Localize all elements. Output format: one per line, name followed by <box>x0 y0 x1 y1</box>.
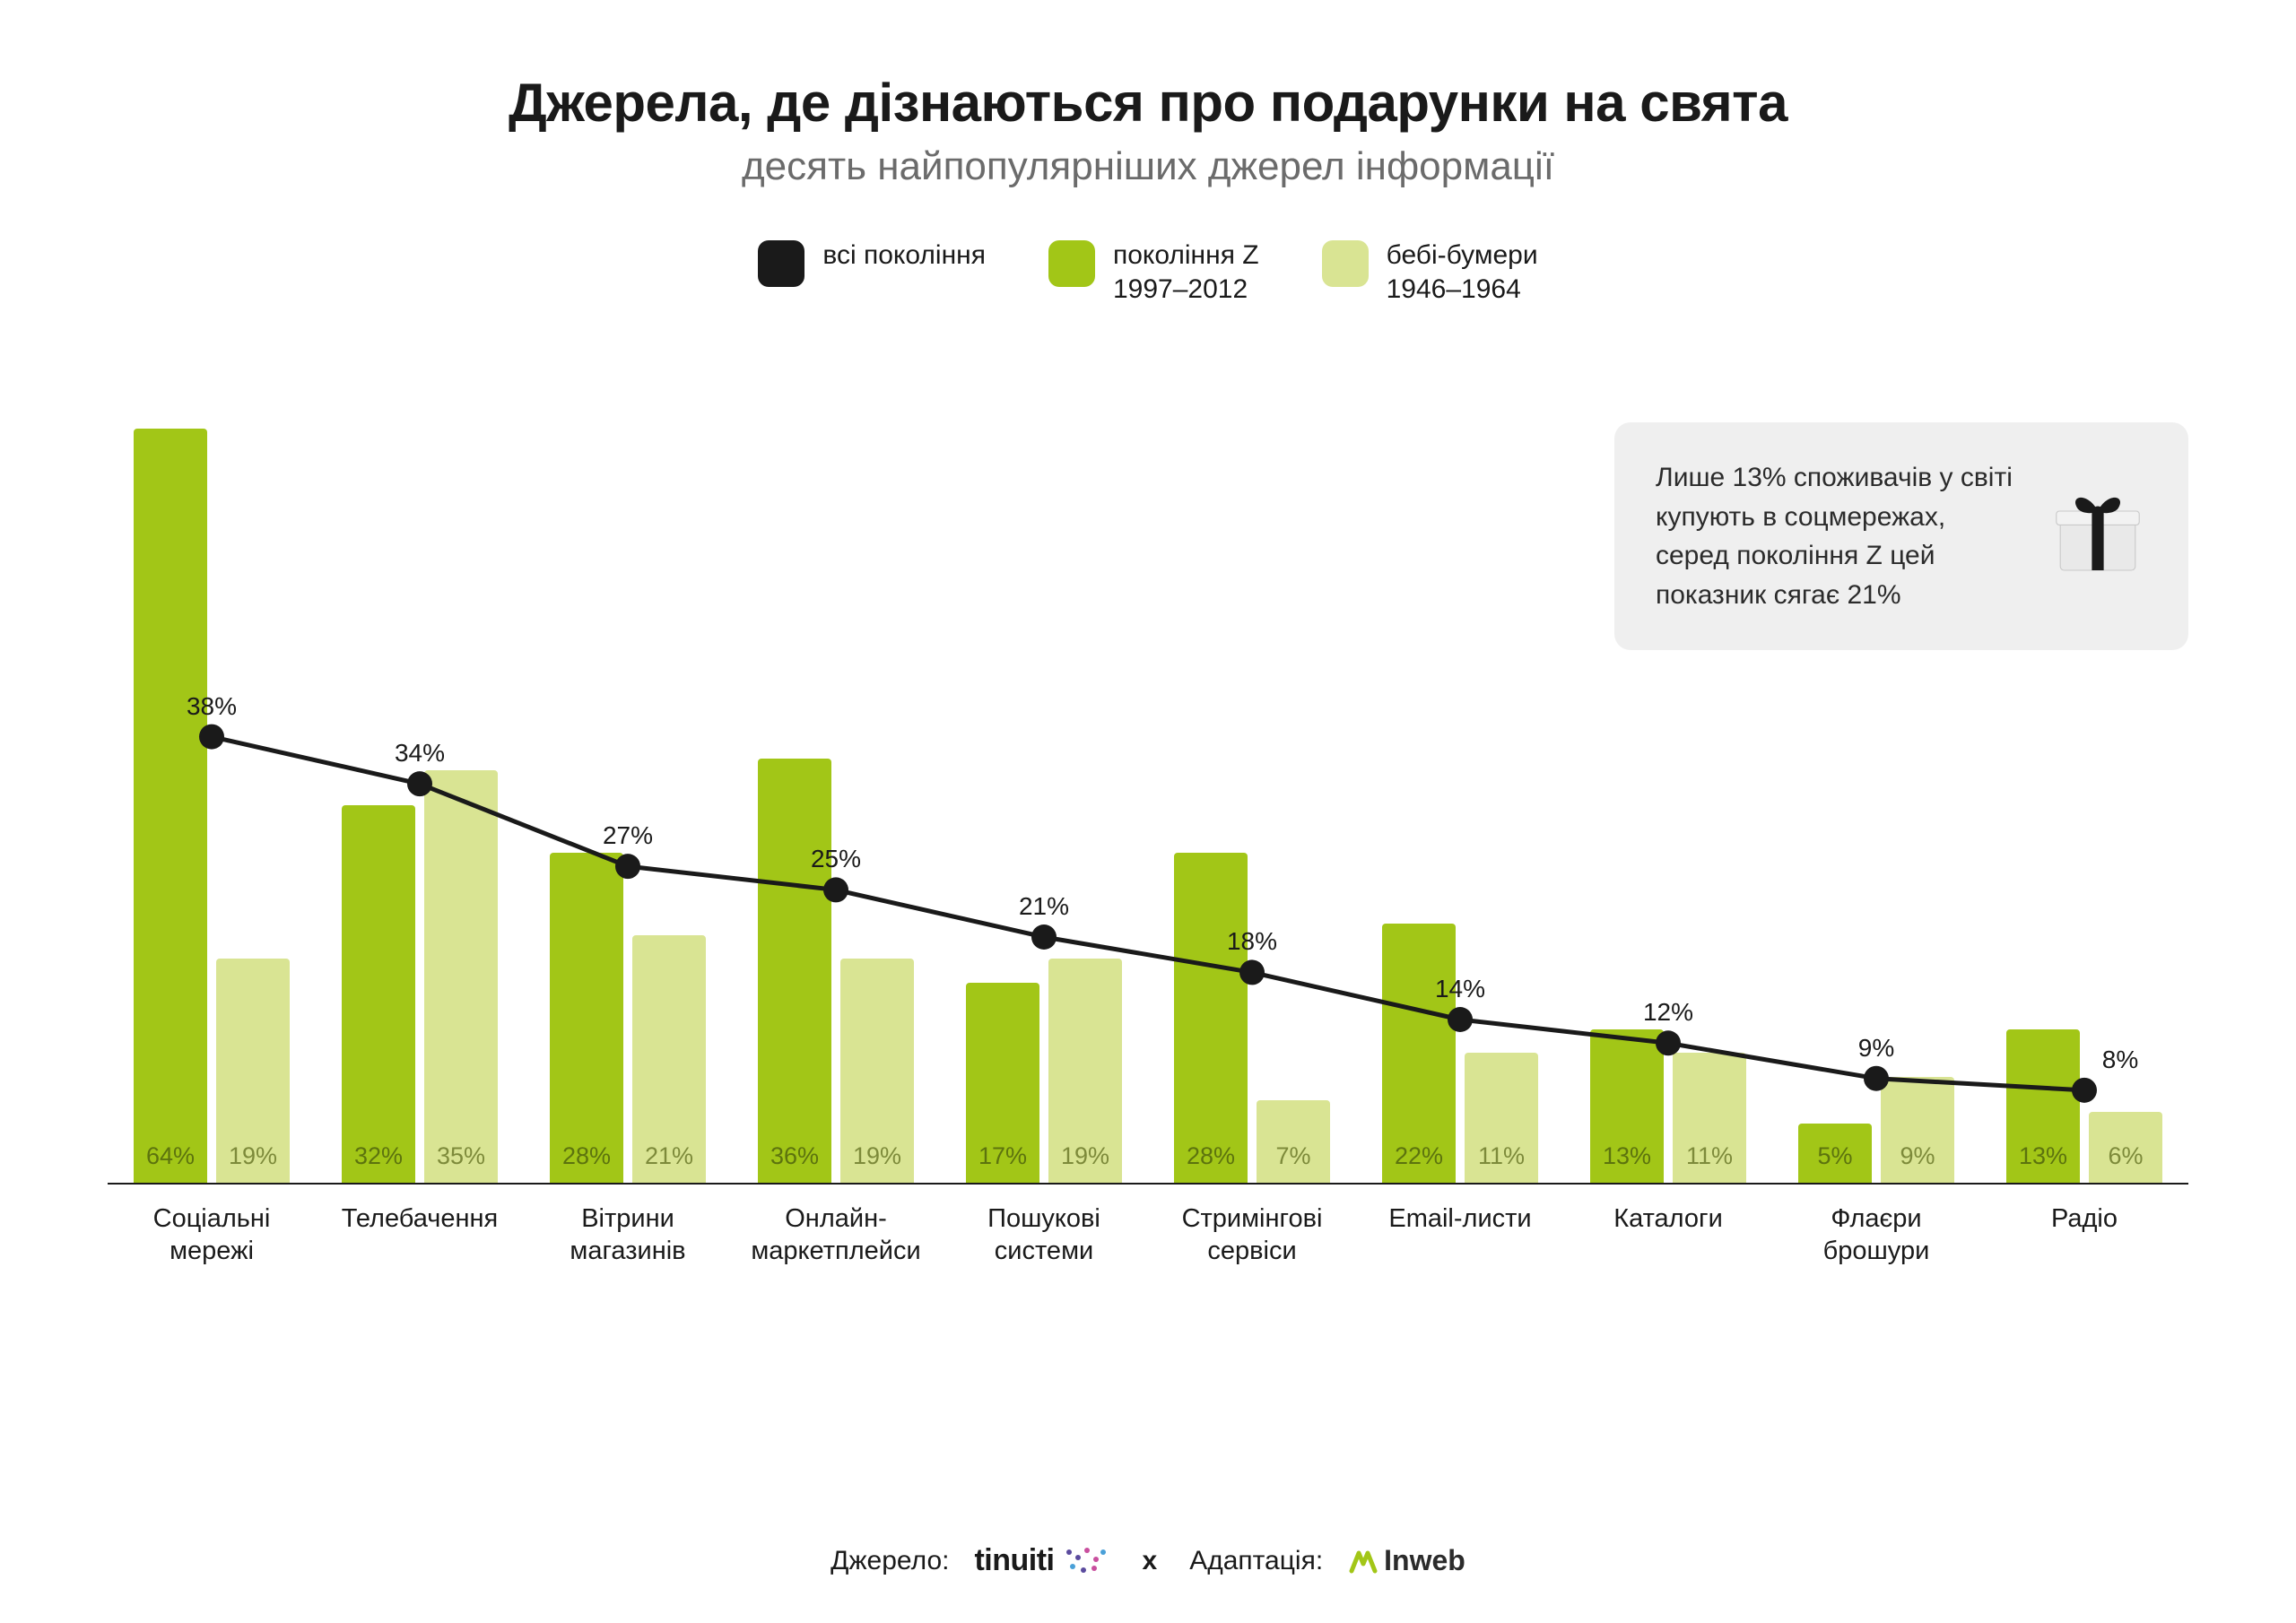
legend-item-boom: бебі-бумери 1946–1964 <box>1322 239 1538 306</box>
chart-subtitle: десять найпопулярніших джерел інформації <box>108 144 2188 189</box>
bar-boom: 19% <box>216 959 290 1183</box>
line-value: 27% <box>603 821 653 850</box>
bar-genz: 17% <box>966 983 1039 1183</box>
bar-value-genz: 13% <box>1590 1142 1664 1170</box>
line-value: 8% <box>2102 1046 2138 1074</box>
bar-genz: 22% <box>1382 924 1456 1183</box>
footer: Джерело: tinuiti x Адаптація: Inweb <box>0 1543 2296 1578</box>
x-axis-label: Каталоги <box>1564 1202 1772 1268</box>
bar-boom: 6% <box>2089 1112 2162 1183</box>
bar-value-genz: 17% <box>966 1142 1039 1170</box>
bar-value-boom: 9% <box>1881 1142 1954 1170</box>
bar-value-genz: 5% <box>1798 1142 1872 1170</box>
x-axis-label: Стримінговісервіси <box>1148 1202 1356 1268</box>
bar-value-genz: 28% <box>550 1142 623 1170</box>
bar-group: 28% 7% <box>1148 360 1356 1183</box>
bar-genz: 13% <box>1590 1029 1664 1183</box>
tinuiti-dots-icon <box>1060 1545 1110 1577</box>
bar-genz: 32% <box>342 805 415 1183</box>
x-axis-label: Флаєриброшури <box>1772 1202 1980 1268</box>
legend-swatch-genz <box>1048 240 1095 287</box>
bar-genz: 13% <box>2006 1029 2080 1183</box>
legend-item-genz: покоління Z 1997–2012 <box>1048 239 1259 306</box>
bar-genz: 28% <box>1174 853 1248 1183</box>
bar-value-boom: 19% <box>216 1142 290 1170</box>
bar-group: 28% 21% <box>524 360 732 1183</box>
inweb-logo-icon <box>1348 1546 1378 1576</box>
brand-inweb: Inweb <box>1348 1544 1465 1577</box>
bar-boom: 11% <box>1673 1053 1746 1183</box>
legend-item-all: всі покоління <box>758 239 986 306</box>
bar-value-boom: 7% <box>1257 1142 1330 1170</box>
callout-box: Лише 13% споживачів у світі купують в со… <box>1614 422 2188 650</box>
bar-value-boom: 35% <box>424 1142 498 1170</box>
bar-group: 36% 19% <box>732 360 940 1183</box>
line-value: 14% <box>1435 975 1485 1003</box>
callout-text: Лише 13% споживачів у світі купують в со… <box>1656 458 2023 614</box>
x-axis-label: Пошуковісистеми <box>940 1202 1148 1268</box>
bar-value-boom: 19% <box>840 1142 914 1170</box>
legend-label-genz: покоління Z <box>1113 240 1259 270</box>
x-axis-label: Онлайн-маркетплейси <box>732 1202 940 1268</box>
line-value: 18% <box>1227 927 1277 956</box>
footer-adapt-label: Адаптація: <box>1189 1546 1323 1576</box>
bar-boom: 35% <box>424 770 498 1183</box>
bar-value-genz: 32% <box>342 1142 415 1170</box>
bar-value-boom: 19% <box>1048 1142 1122 1170</box>
legend: всі покоління покоління Z 1997–2012 бебі… <box>108 239 2188 306</box>
bar-group: 64% 19% <box>108 360 316 1183</box>
legend-label-all: всі покоління <box>822 240 986 270</box>
bar-value-genz: 28% <box>1174 1142 1248 1170</box>
bar-value-boom: 11% <box>1673 1142 1746 1170</box>
legend-swatch-all <box>758 240 804 287</box>
bar-group: 17% 19% <box>940 360 1148 1183</box>
bar-value-genz: 64% <box>134 1142 207 1170</box>
chart: 64% 19% 32% 35% 28% 21% 36% 19% 17% 19% 28% 7% 22% 11… <box>108 360 2188 1310</box>
bar-genz: 28% <box>550 853 623 1183</box>
legend-swatch-boom <box>1322 240 1369 287</box>
bar-boom: 19% <box>840 959 914 1183</box>
gift-icon <box>2048 482 2147 592</box>
x-axis-label: Вітринимагазинів <box>524 1202 732 1268</box>
bar-boom: 21% <box>632 935 706 1183</box>
bar-boom: 19% <box>1048 959 1122 1183</box>
brand-tinuiti: tinuiti <box>974 1543 1109 1578</box>
footer-separator: x <box>1143 1546 1158 1576</box>
legend-sublabel-genz: 1997–2012 <box>1113 273 1259 307</box>
x-axis-label: Телебачення <box>316 1202 524 1268</box>
x-axis-label: Email-листи <box>1356 1202 1564 1268</box>
bar-genz: 36% <box>758 759 831 1183</box>
bar-value-genz: 36% <box>758 1142 831 1170</box>
bar-value-boom: 11% <box>1465 1142 1538 1170</box>
line-value: 25% <box>811 845 861 873</box>
bar-boom: 9% <box>1881 1077 1954 1183</box>
line-value: 38% <box>187 692 237 721</box>
bar-genz: 5% <box>1798 1124 1872 1183</box>
x-axis-label: Соціальнімережі <box>108 1202 316 1268</box>
bar-value-boom: 6% <box>2089 1142 2162 1170</box>
bar-boom: 7% <box>1257 1100 1330 1183</box>
bar-group: 22% 11% <box>1356 360 1564 1183</box>
footer-source-label: Джерело: <box>831 1546 949 1576</box>
legend-label-boom: бебі-бумери <box>1387 240 1538 270</box>
bar-value-boom: 21% <box>632 1142 706 1170</box>
bar-value-genz: 13% <box>2006 1142 2080 1170</box>
line-value: 21% <box>1019 892 1069 921</box>
line-value: 12% <box>1643 998 1693 1027</box>
bar-value-genz: 22% <box>1382 1142 1456 1170</box>
plot-area: 64% 19% 32% 35% 28% 21% 36% 19% 17% 19% 28% 7% 22% 11… <box>108 360 2188 1185</box>
legend-sublabel-boom: 1946–1964 <box>1387 273 1538 307</box>
brand-tinuiti-text: tinuiti <box>974 1543 1054 1578</box>
bar-genz: 64% <box>134 429 207 1183</box>
chart-title: Джерела, де дізнаються про подарунки на … <box>108 72 2188 134</box>
line-value: 34% <box>395 739 445 768</box>
bar-group: 32% 35% <box>316 360 524 1183</box>
line-value: 9% <box>1858 1034 1894 1063</box>
bar-boom: 11% <box>1465 1053 1538 1183</box>
brand-inweb-text: Inweb <box>1384 1544 1465 1577</box>
x-axis-label: Радіо <box>1980 1202 2188 1268</box>
